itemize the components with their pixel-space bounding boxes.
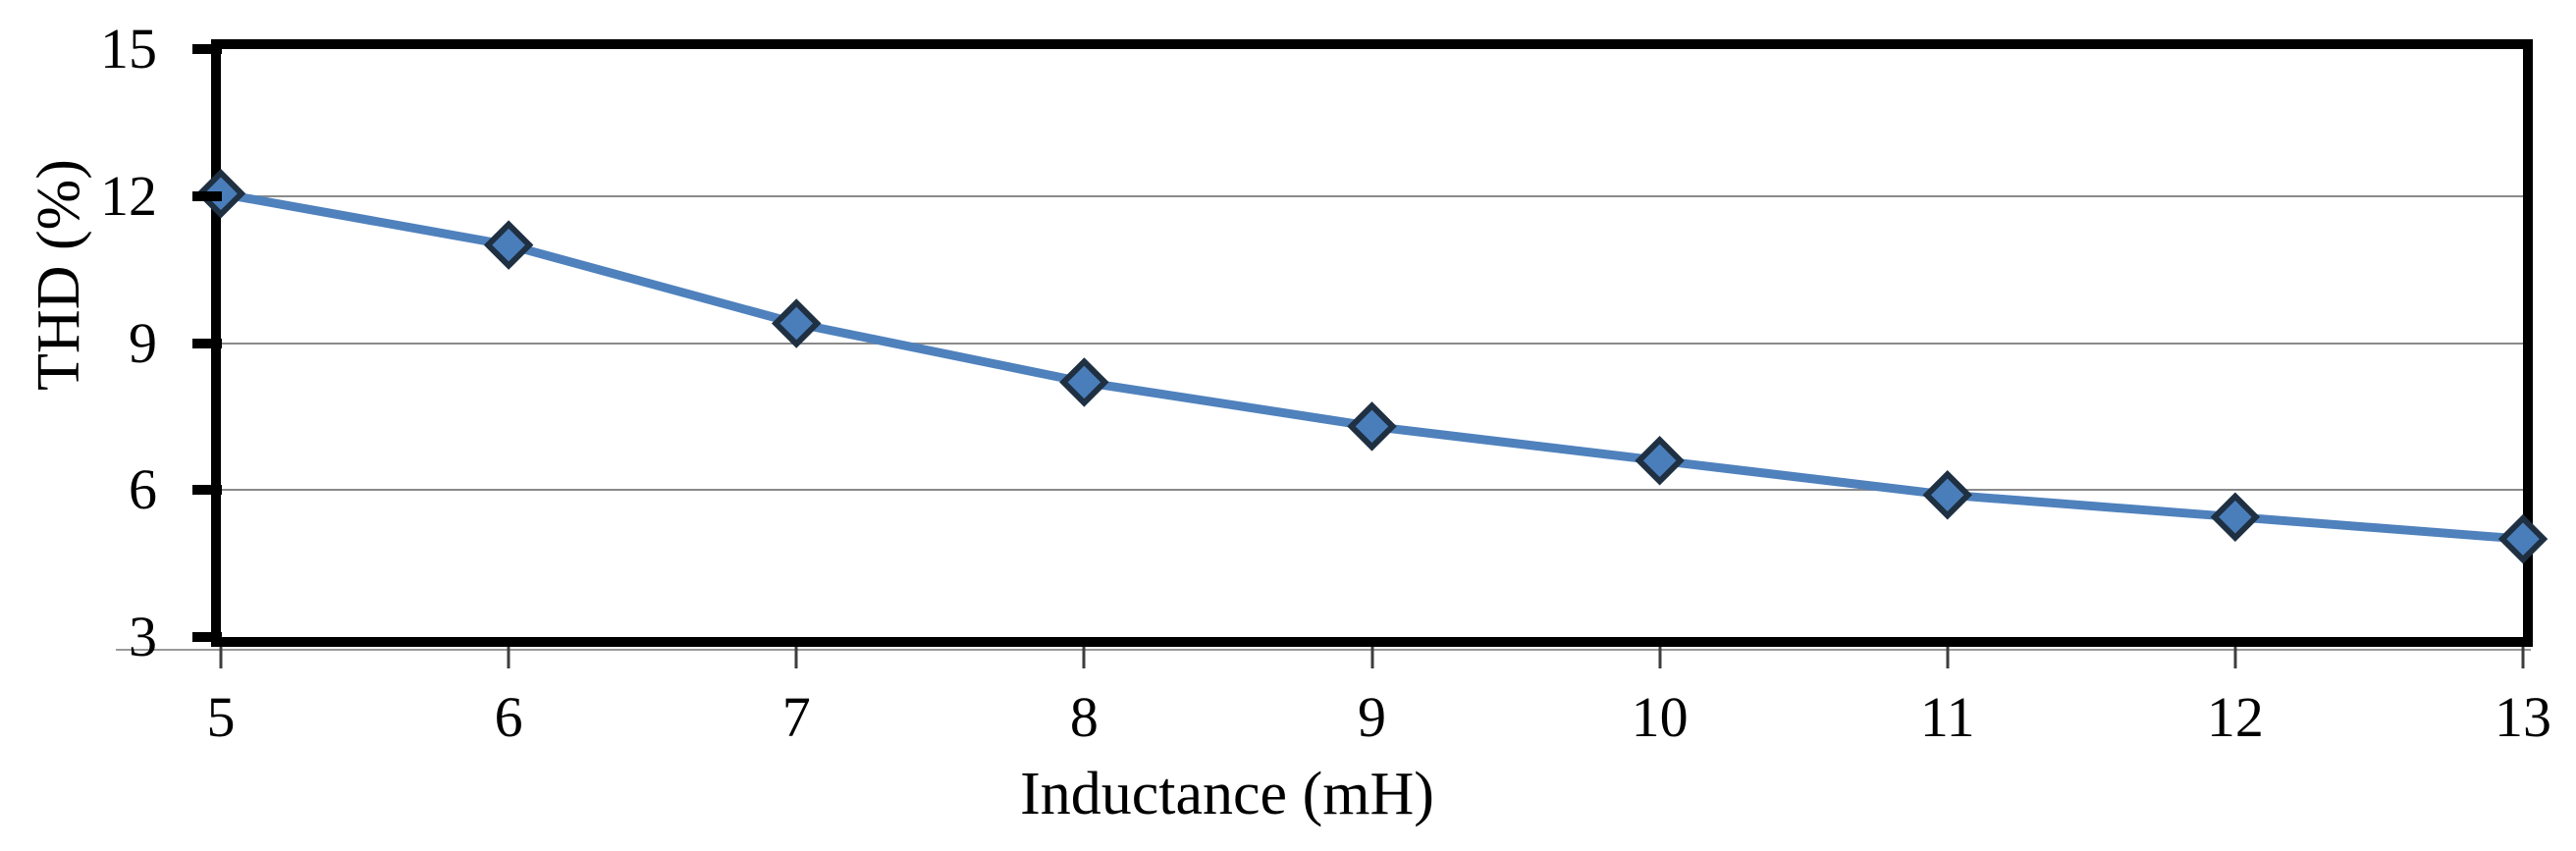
data-point-marker [1922, 469, 1972, 520]
data-point-marker [1059, 357, 1109, 407]
plot-area [195, 49, 2549, 637]
y-tick-label: 15 [100, 17, 157, 80]
data-point-marker [2210, 492, 2261, 542]
x-tick-mark [2233, 647, 2237, 668]
chart-bottom-border-line [116, 649, 2531, 651]
y-tick-mark [192, 485, 222, 496]
data-point-marker [1635, 436, 1685, 486]
gridline [221, 194, 2523, 197]
y-tick-label: 9 [129, 310, 157, 375]
data-point-marker [2497, 513, 2549, 564]
x-tick-label: 8 [1069, 685, 1099, 749]
x-tick-label: 12 [2206, 685, 2264, 749]
y-tick-mark [192, 190, 222, 201]
series-line [216, 188, 2528, 544]
y-tick-label: 12 [100, 163, 157, 228]
x-tick-mark [507, 647, 510, 668]
x-tick-label: 6 [494, 685, 523, 749]
y-tick-mark [192, 44, 222, 54]
x-tick-label: 7 [781, 685, 811, 749]
x-tick-label: 9 [1358, 685, 1386, 749]
gridline [221, 489, 2523, 492]
x-tick-mark [1658, 647, 1662, 668]
gridline [221, 342, 2523, 345]
x-tick-mark [219, 647, 223, 668]
x-tick-mark [2521, 647, 2525, 668]
data-point-marker [1347, 401, 1397, 452]
x-tick-mark [1082, 647, 1086, 668]
y-tick-mark [192, 632, 222, 642]
chart-svg [195, 169, 2549, 564]
x-tick-mark [794, 647, 798, 668]
x-tick-mark [1946, 647, 1950, 668]
data-point-marker [483, 220, 534, 270]
x-tick-label: 10 [1631, 685, 1689, 749]
x-tick-label: 5 [206, 685, 236, 749]
plot-area-frame [195, 39, 2549, 647]
y-tick-label: 3 [129, 605, 157, 668]
x-axis-title: Inductance (mH) [1020, 761, 1434, 827]
y-tick-label: 6 [129, 457, 157, 522]
x-tick-mark [1370, 647, 1373, 668]
data-point-marker [772, 298, 822, 348]
x-tick-label: 13 [2495, 685, 2551, 749]
x-tick-label: 11 [1919, 685, 1975, 749]
y-tick-mark [192, 338, 222, 348]
